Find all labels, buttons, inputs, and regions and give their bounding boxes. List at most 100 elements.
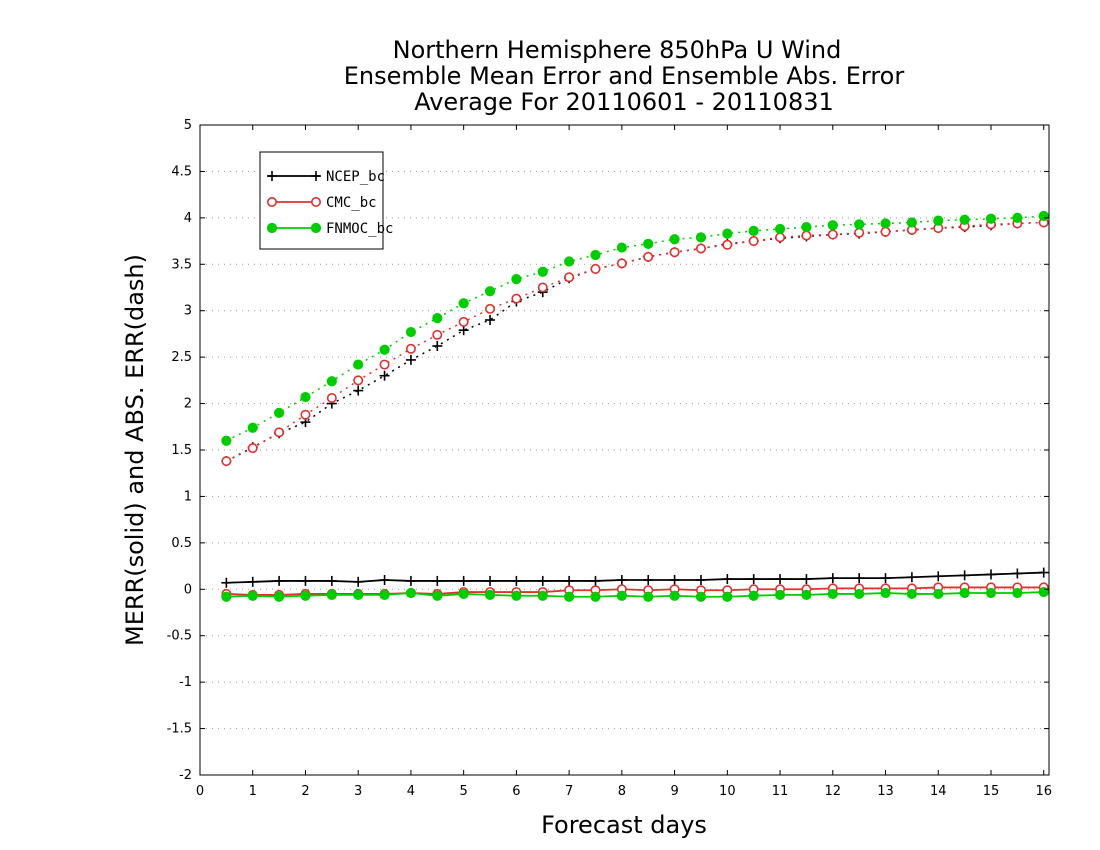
data-point-abserr xyxy=(379,359,390,370)
y-tick-label: 3.5 xyxy=(171,257,192,272)
data-point-abserr xyxy=(801,230,812,241)
data-point-abserr xyxy=(221,435,232,446)
data-point-abserr xyxy=(458,316,469,327)
x-axis-label: Forecast days xyxy=(541,811,707,839)
data-point-merr xyxy=(722,591,733,602)
data-point-merr xyxy=(564,575,575,586)
data-point-merr xyxy=(880,573,891,584)
data-point-abserr xyxy=(537,266,548,277)
data-point-abserr xyxy=(484,286,496,297)
x-tick-label: 5 xyxy=(460,784,468,799)
data-point-merr xyxy=(379,575,390,585)
data-point-merr xyxy=(906,588,917,600)
data-point-abserr xyxy=(695,243,706,254)
series-cmc-bc-abserr xyxy=(221,217,1049,467)
data-point-merr xyxy=(985,569,996,580)
axes: -2-1.5-1-0.500.511.522.533.544.550 1 2 3 4 5 6… xyxy=(167,118,1052,799)
data-point-abserr xyxy=(353,375,364,386)
data-point-merr xyxy=(537,575,548,586)
data-point-merr xyxy=(247,576,258,587)
data-point-merr xyxy=(775,574,786,585)
data-point-merr xyxy=(300,590,311,601)
x-tick-label: 12 xyxy=(825,784,842,799)
series-ncep-bc-abserr xyxy=(221,217,1049,467)
data-point-merr xyxy=(1038,567,1049,578)
data-point-abserr xyxy=(748,225,759,236)
legend-label: NCEP_bc xyxy=(326,169,385,185)
legend-marker xyxy=(266,197,277,208)
data-point-abserr xyxy=(274,427,285,438)
data-point-abserr xyxy=(485,303,496,314)
y-tick-label: 5 xyxy=(184,118,192,133)
x-tick-label: 7 xyxy=(565,784,573,799)
data-point-abserr xyxy=(590,263,601,274)
x-tick-label: 9 xyxy=(670,784,678,799)
data-point-merr xyxy=(564,591,575,602)
data-point-abserr xyxy=(432,313,443,324)
data-point-abserr xyxy=(353,359,364,370)
y-tick-label: -1.5 xyxy=(167,722,192,737)
data-point-abserr xyxy=(695,232,707,243)
data-point-abserr xyxy=(485,315,496,325)
data-point-merr xyxy=(405,575,416,586)
data-point-abserr xyxy=(722,228,733,239)
y-tick-label: 2 xyxy=(184,397,192,412)
data-point-merr xyxy=(379,589,390,600)
data-point-abserr xyxy=(379,344,390,355)
data-point-merr xyxy=(616,590,627,601)
series-layer xyxy=(221,210,1049,602)
data-point-abserr xyxy=(1012,212,1023,223)
data-point-merr xyxy=(353,576,364,587)
data-point-abserr xyxy=(801,222,812,233)
data-point-abserr xyxy=(458,298,469,309)
data-point-abserr xyxy=(379,370,390,381)
legend-item-fnmoc-bc: FNMOC_bc xyxy=(266,221,393,237)
data-point-abserr xyxy=(748,236,759,247)
x-tick-label: 0 xyxy=(196,784,204,799)
data-point-abserr xyxy=(405,326,417,338)
series-line-abserr xyxy=(226,221,1044,462)
data-point-abserr xyxy=(511,293,522,304)
data-point-abserr xyxy=(643,238,654,249)
legend-label: FNMOC_bc xyxy=(326,221,393,237)
data-point-merr xyxy=(485,575,496,586)
series-line-abserr xyxy=(226,215,1044,442)
x-tick-label: 4 xyxy=(407,784,415,799)
data-point-merr xyxy=(484,589,496,600)
legend-item-ncep-bc: NCEP_bc xyxy=(267,169,385,185)
data-point-abserr xyxy=(353,385,364,396)
data-point-merr xyxy=(274,575,285,586)
x-tick-label: 11 xyxy=(772,784,789,799)
data-point-abserr xyxy=(432,329,443,340)
series-fnmoc-bc-abserr xyxy=(221,210,1049,446)
x-tick-label: 2 xyxy=(301,784,309,799)
data-point-abserr xyxy=(854,219,865,230)
data-point-merr xyxy=(326,589,337,600)
data-point-merr xyxy=(643,591,654,602)
chart-title-line-3: Average For 20110601 - 20110831 xyxy=(414,88,834,116)
data-point-merr xyxy=(405,587,417,599)
data-point-merr xyxy=(432,590,443,601)
data-point-merr xyxy=(906,572,917,583)
data-point-merr xyxy=(273,591,285,602)
data-point-merr xyxy=(854,573,865,584)
data-point-abserr xyxy=(537,282,548,293)
data-point-merr xyxy=(326,575,337,586)
series-fnmoc-bc-merr xyxy=(221,586,1049,602)
data-point-merr xyxy=(748,590,759,601)
data-point-merr xyxy=(221,577,232,588)
y-axis-label: MERR(solid) and ABS. ERR(dash) xyxy=(121,254,149,646)
data-point-abserr xyxy=(880,218,891,229)
legend-box xyxy=(259,151,384,250)
x-tick-label: 1 xyxy=(249,784,257,799)
data-point-abserr xyxy=(1038,210,1049,222)
x-tick-label: 3 xyxy=(354,784,362,799)
data-point-abserr xyxy=(564,272,575,283)
data-point-abserr xyxy=(854,227,865,238)
data-point-abserr xyxy=(590,249,601,261)
series-ncep-bc-merr xyxy=(221,567,1049,588)
x-tick-label: 10 xyxy=(719,784,736,799)
y-tick-label: 1.5 xyxy=(171,443,192,458)
data-point-merr xyxy=(827,588,838,600)
data-point-abserr xyxy=(985,213,997,224)
